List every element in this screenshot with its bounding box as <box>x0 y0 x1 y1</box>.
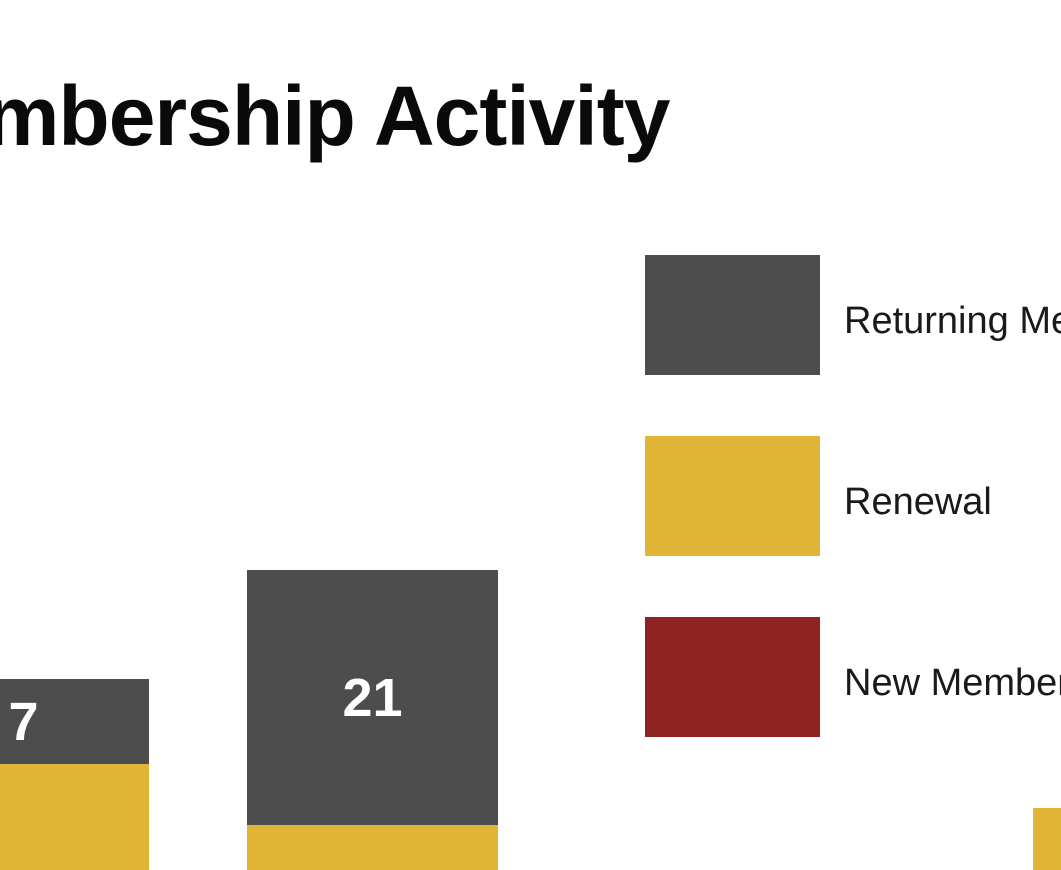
bar-column-2: 21 <box>247 570 498 870</box>
bar1-segment-returning-member[interactable]: 7 <box>0 679 149 764</box>
legend-swatch-new-member <box>645 617 820 737</box>
legend-label-renewal: Renewal <box>844 480 992 523</box>
legend-swatch-returning-member <box>645 255 820 375</box>
legend-label-new-member: New Member <box>844 661 1061 704</box>
bar2-segment-renewal[interactable] <box>247 825 498 870</box>
legend: Returning Member Renewal New Member <box>645 255 1061 737</box>
legend-item-renewal[interactable]: Renewal <box>645 436 1061 556</box>
bar2-data-label: 21 <box>342 667 403 728</box>
legend-swatch-renewal <box>645 436 820 556</box>
legend-item-returning-member[interactable]: Returning Member <box>645 255 1061 375</box>
bar1-data-label: 7 <box>8 691 39 752</box>
bar1-segment-renewal[interactable] <box>0 764 149 870</box>
chart-title: Membership Activity <box>0 69 670 163</box>
legend-label-returning-member: Returning Member <box>844 299 1061 342</box>
clipped-adjacent-bar-fragment <box>1033 808 1061 870</box>
bar-column-1: 7 <box>0 679 149 870</box>
bar2-segment-returning-member[interactable]: 21 <box>247 570 498 825</box>
legend-item-new-member[interactable]: New Member <box>645 617 1061 737</box>
